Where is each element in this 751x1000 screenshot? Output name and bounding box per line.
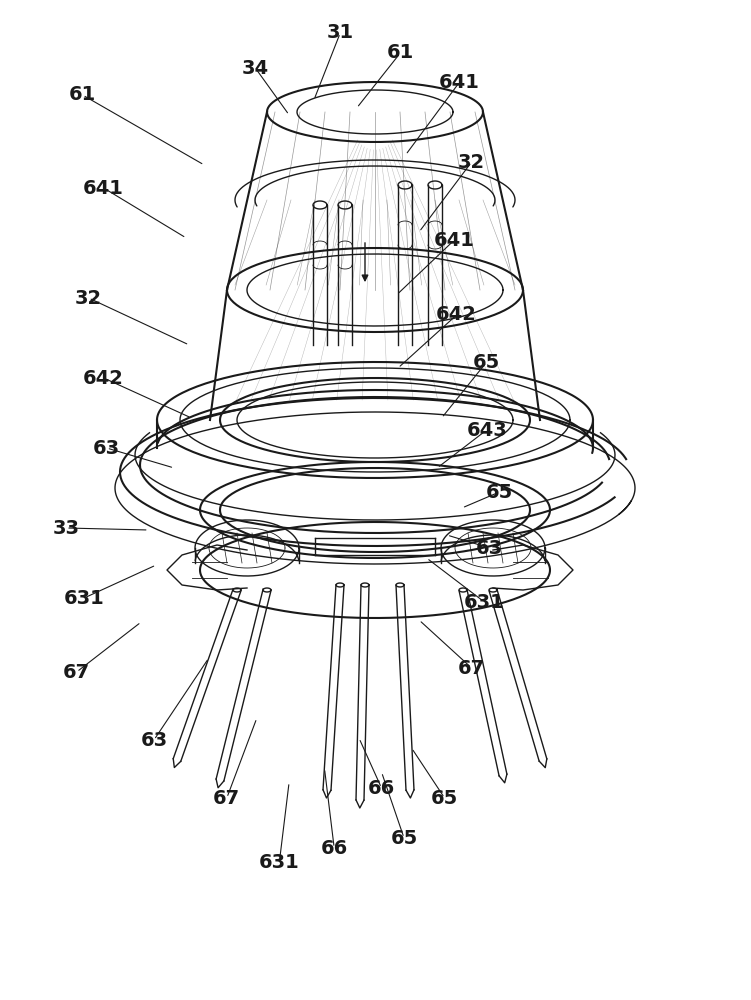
- Text: 63: 63: [140, 730, 167, 750]
- Text: 63: 63: [93, 438, 120, 458]
- Text: 66: 66: [368, 778, 395, 798]
- Text: 631: 631: [259, 852, 300, 871]
- Text: 67: 67: [63, 662, 90, 682]
- Text: 642: 642: [83, 368, 124, 387]
- Text: 643: 643: [466, 420, 507, 440]
- Text: 32: 32: [75, 288, 102, 308]
- Text: 63: 63: [476, 538, 503, 558]
- Text: 65: 65: [391, 828, 418, 848]
- Text: 61: 61: [69, 86, 96, 104]
- Text: 66: 66: [321, 838, 348, 857]
- Text: 641: 641: [439, 73, 480, 92]
- Text: 31: 31: [327, 23, 354, 42]
- Text: 65: 65: [431, 788, 458, 808]
- Text: 33: 33: [53, 518, 80, 538]
- Text: 34: 34: [242, 58, 269, 78]
- Text: 67: 67: [458, 658, 485, 678]
- Text: 631: 631: [464, 592, 505, 611]
- Text: 61: 61: [387, 43, 414, 62]
- Text: 641: 641: [434, 231, 475, 249]
- Text: 65: 65: [473, 353, 500, 371]
- Text: 65: 65: [486, 483, 513, 502]
- Text: 642: 642: [436, 306, 477, 324]
- Text: 641: 641: [83, 178, 124, 198]
- Text: 631: 631: [64, 588, 104, 607]
- Text: 67: 67: [213, 788, 240, 808]
- Text: 32: 32: [458, 152, 485, 172]
